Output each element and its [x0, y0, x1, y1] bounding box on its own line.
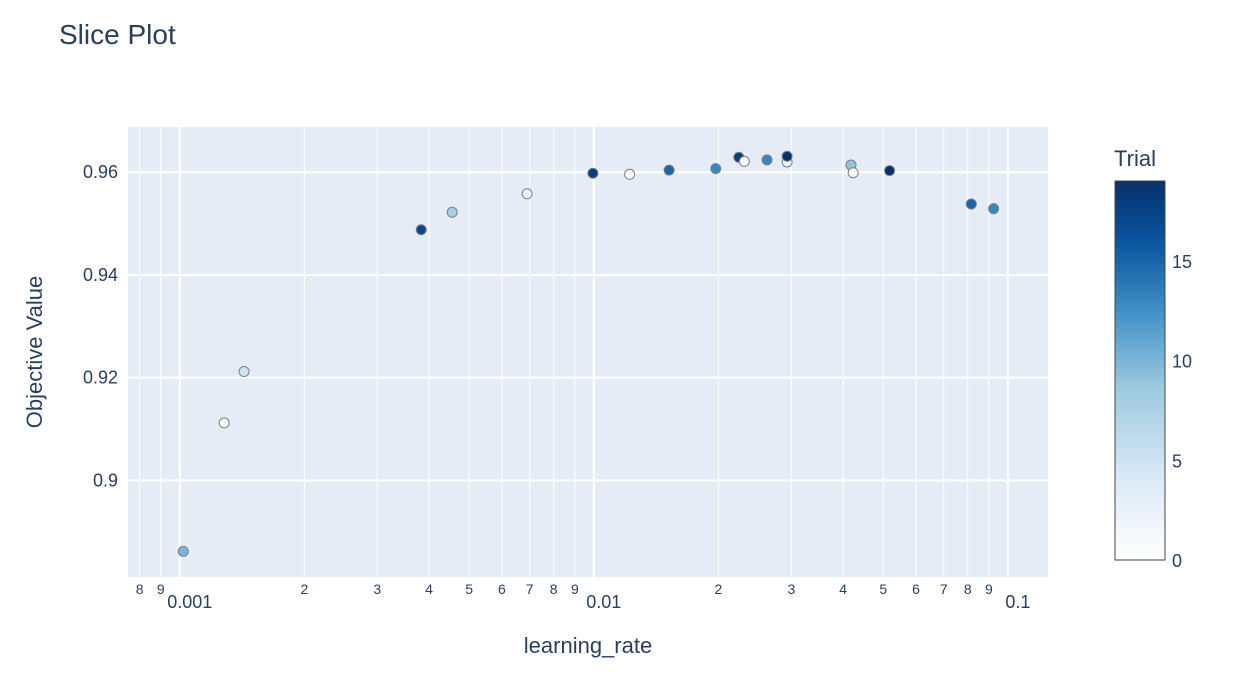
- data-point[interactable]: [663, 164, 675, 176]
- x-tick-label-minor: 7: [526, 581, 534, 597]
- y-tick-label: 0.96: [83, 162, 118, 182]
- scatter-points: [177, 150, 1000, 557]
- data-point[interactable]: [738, 155, 750, 167]
- colorbar-tick-label: 10: [1172, 352, 1192, 372]
- colorbar: Trial 0 5 10 15: [1114, 146, 1192, 571]
- data-point[interactable]: [965, 198, 977, 210]
- x-tick-label-minor: 2: [715, 581, 723, 597]
- data-point[interactable]: [988, 203, 1000, 215]
- data-point[interactable]: [761, 154, 773, 166]
- x-tick-label-minor: 4: [839, 581, 847, 597]
- colorbar-tick-label: 0: [1172, 551, 1182, 571]
- x-axis-title: learning_rate: [524, 633, 652, 658]
- data-point[interactable]: [521, 188, 533, 200]
- x-tick-label-minor: 8: [550, 581, 558, 597]
- y-axis-title: Objective Value: [22, 276, 47, 428]
- x-tick-label-minor: 9: [985, 581, 993, 597]
- x-tick-label-major: 0.1: [1005, 592, 1030, 612]
- x-tick-label-minor: 3: [373, 581, 381, 597]
- x-tick-label-minor: 3: [787, 581, 795, 597]
- y-axis-ticks: 0.9 0.92 0.94 0.96: [83, 162, 118, 490]
- x-tick-label-minor: 6: [912, 581, 920, 597]
- y-tick-label: 0.92: [83, 368, 118, 388]
- colorbar-title: Trial: [1114, 146, 1156, 171]
- x-tick-label-minor: 6: [498, 581, 506, 597]
- data-point[interactable]: [781, 150, 793, 162]
- x-tick-label-major: 0.01: [586, 592, 621, 612]
- chart-title: Slice Plot: [59, 19, 176, 50]
- x-axis-ticks: 8 9 2 3 4 5 6 7 8 9 2 3 4 5 6 7 8 90.001 0.01 0.1: [136, 581, 1031, 612]
- data-point[interactable]: [218, 417, 230, 429]
- x-tick-label-major: 0.001: [167, 592, 212, 612]
- x-tick-label-minor: 9: [571, 581, 579, 597]
- x-tick-label-minor: 8: [136, 581, 144, 597]
- data-point[interactable]: [884, 165, 896, 177]
- x-tick-label-minor: 5: [465, 581, 473, 597]
- x-tick-label-minor: 4: [425, 581, 433, 597]
- data-point[interactable]: [415, 224, 427, 236]
- data-point[interactable]: [624, 168, 636, 180]
- data-point[interactable]: [446, 206, 458, 218]
- x-tick-label-minor: 9: [157, 581, 165, 597]
- x-tick-label-minor: 7: [940, 581, 948, 597]
- x-tick-label-minor: 8: [964, 581, 972, 597]
- data-point[interactable]: [587, 167, 599, 179]
- colorbar-tick-label: 15: [1172, 252, 1192, 272]
- colorbar-ticks: 0 5 10 15: [1172, 252, 1192, 571]
- data-point[interactable]: [710, 163, 722, 175]
- colorbar-tick-label: 5: [1172, 451, 1182, 471]
- plot-area[interactable]: [128, 127, 1048, 577]
- data-point[interactable]: [847, 167, 859, 179]
- y-tick-label: 0.94: [83, 265, 118, 285]
- colorbar-gradient: [1114, 180, 1166, 561]
- y-tick-label: 0.9: [93, 470, 118, 490]
- data-point[interactable]: [238, 366, 250, 378]
- x-tick-label-minor: 5: [879, 581, 887, 597]
- data-point[interactable]: [177, 545, 189, 557]
- x-tick-label-minor: 2: [300, 581, 308, 597]
